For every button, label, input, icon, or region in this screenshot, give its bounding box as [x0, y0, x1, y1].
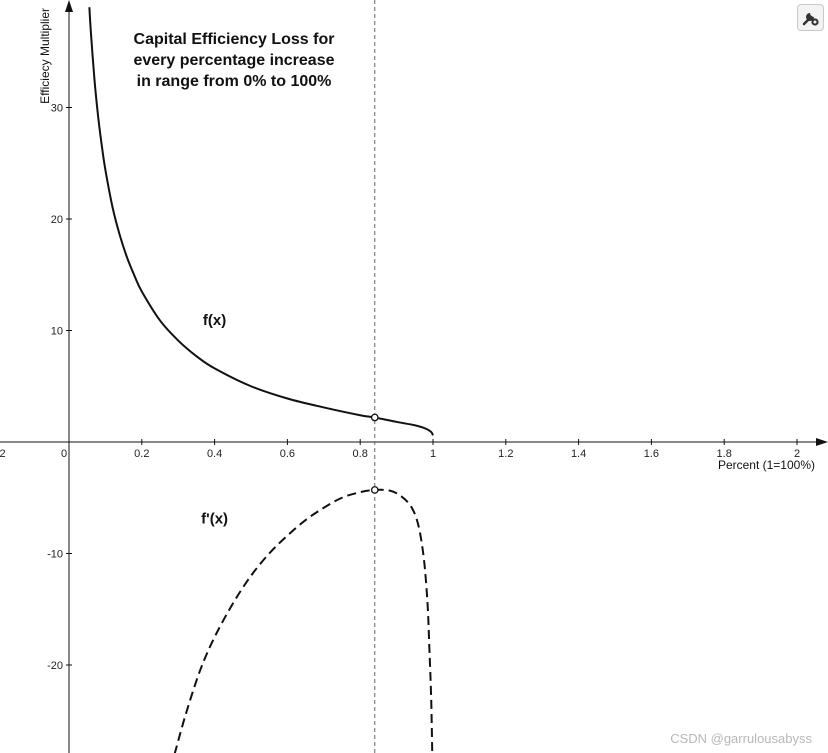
marked-point	[370, 486, 379, 494]
curve-labels: f(x) f'(x)	[201, 312, 228, 527]
x-axis-label: Percent (1=100%)	[718, 458, 815, 472]
x-tick-label: 0.6	[280, 448, 295, 460]
y-axis-label: Efficiecy Multiplier	[38, 8, 52, 104]
series-line-f-prime	[173, 488, 434, 753]
x-tick-label: 1.6	[644, 448, 659, 460]
tick-labels: -0.20.20.40.60.811.21.41.61.820302010-10…	[0, 103, 800, 673]
curve-label-f-prime: f'(x)	[201, 510, 228, 527]
y-tick-label: 10	[51, 326, 63, 338]
series-line-f	[88, 7, 434, 436]
y-tick-label: -20	[47, 660, 63, 672]
y-tick-label: -10	[47, 549, 63, 561]
x-tick-label: 0.8	[353, 448, 368, 460]
marked-point	[370, 413, 379, 422]
x-tick-label: 1	[430, 448, 436, 460]
chart-title: Capital Efficiency Loss for every percent…	[133, 31, 334, 90]
x-tick-label: 1.4	[571, 448, 586, 460]
series	[88, 7, 434, 753]
x-tick-label: 0.2	[134, 448, 149, 460]
x-axis-arrow	[816, 438, 828, 446]
tick-marks	[66, 107, 798, 666]
x-tick-label: 0.4	[207, 448, 222, 460]
x-tick-label: 1.2	[498, 448, 513, 460]
chart-title-line: in range from 0% to 100%	[137, 73, 332, 90]
settings-tool-button[interactable]	[797, 4, 824, 31]
marked-points	[370, 413, 379, 494]
watermark-text: CSDN @garrulousabyss	[670, 731, 812, 746]
x-tick-label: -0.2	[0, 448, 6, 460]
curve-label-f: f(x)	[203, 312, 226, 329]
wrench-gear-icon	[802, 13, 819, 26]
y-tick-label: 30	[51, 103, 63, 115]
y-tick-label: 20	[51, 214, 63, 226]
x-tick-label: 1.8	[717, 448, 732, 460]
chart-title-line: every percentage increase	[133, 52, 334, 69]
origin-label: 0	[61, 448, 67, 460]
y-axis-arrow	[65, 0, 73, 12]
chart-title-line: Capital Efficiency Loss for	[134, 31, 335, 48]
x-tick-label: 2	[794, 448, 800, 460]
